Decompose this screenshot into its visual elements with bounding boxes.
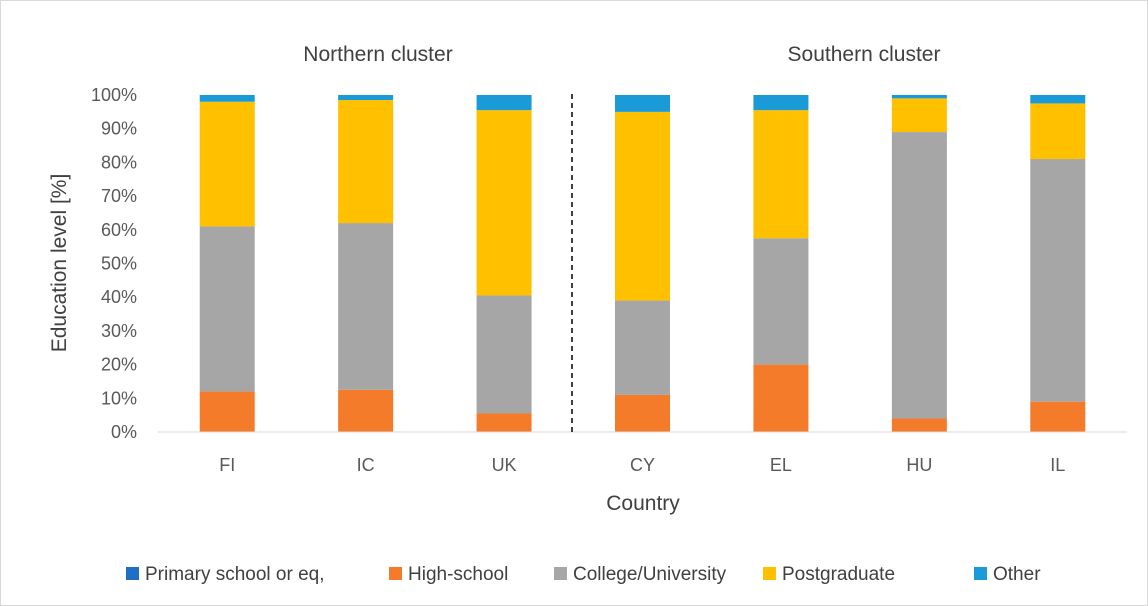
bar-segment-uk-1 bbox=[476, 413, 532, 432]
bar-segment-cy-3 bbox=[615, 111, 670, 301]
bar-segment-uk-2 bbox=[476, 295, 532, 414]
x-tick-label-hu: HU bbox=[906, 455, 932, 475]
bar-segment-cy-1 bbox=[615, 394, 670, 432]
y-tick-label: 30% bbox=[101, 321, 137, 341]
bar-segment-fi-1 bbox=[199, 391, 255, 432]
y-tick-label: 60% bbox=[101, 220, 137, 240]
y-axis-ticks: 0% 10% 20% 30% 40% 50% 60% 70% 80% 90% 100% bbox=[91, 85, 137, 442]
bar-segment-el-3 bbox=[753, 110, 809, 239]
legend-swatch-0 bbox=[126, 567, 139, 580]
bars bbox=[199, 95, 1086, 432]
x-tick-label-il: IL bbox=[1050, 455, 1065, 475]
bar-segment-hu-3 bbox=[891, 98, 947, 133]
legend-label-3: Postgraduate bbox=[782, 564, 895, 585]
legend-swatch-2 bbox=[554, 567, 567, 580]
legend-label-0: Primary school or eq, bbox=[145, 564, 325, 585]
bar-segment-il-3 bbox=[1030, 103, 1086, 160]
bar-segment-ic-3 bbox=[338, 100, 394, 224]
y-tick-label: 100% bbox=[91, 85, 137, 105]
bar-segment-cy-4 bbox=[615, 95, 670, 112]
x-tick-label-ic: IC bbox=[357, 455, 375, 475]
bar-segment-il-4 bbox=[1030, 95, 1086, 104]
bar-segment-hu-4 bbox=[891, 95, 947, 99]
x-tick-label-cy: CY bbox=[630, 455, 655, 475]
legend-swatch-1 bbox=[389, 567, 402, 580]
bar-segment-uk-4 bbox=[476, 95, 532, 111]
bar-segment-el-2 bbox=[753, 238, 809, 365]
bar-segment-uk-3 bbox=[476, 110, 532, 296]
x-tick-label-el: EL bbox=[770, 455, 792, 475]
x-axis-title: Country bbox=[606, 492, 680, 515]
x-tick-label-fi: FI bbox=[219, 455, 235, 475]
bar-segment-hu-2 bbox=[891, 132, 947, 419]
bar-segment-il-1 bbox=[1030, 401, 1086, 432]
y-tick-label: 40% bbox=[101, 287, 137, 307]
bar-segment-ic-4 bbox=[338, 95, 394, 101]
y-tick-label: 80% bbox=[101, 152, 137, 172]
legend-label-1: High-school bbox=[408, 564, 508, 585]
cluster-label-southern: Southern cluster bbox=[788, 43, 941, 66]
bar-segment-el-4 bbox=[753, 95, 809, 111]
bar-segment-fi-4 bbox=[199, 95, 255, 102]
cluster-label-northern: Northern cluster bbox=[303, 43, 452, 66]
legend-label-2: College/University bbox=[573, 564, 727, 585]
x-axis-ticks: FI IC UK CY EL HU IL bbox=[219, 455, 1065, 475]
y-tick-label: 10% bbox=[101, 388, 137, 408]
legend-swatch-4 bbox=[974, 567, 987, 580]
legend-swatch-3 bbox=[763, 567, 776, 580]
y-tick-label: 50% bbox=[101, 254, 137, 274]
y-tick-label: 20% bbox=[101, 355, 137, 375]
bar-segment-ic-1 bbox=[338, 389, 394, 432]
bar-segment-ic-2 bbox=[338, 223, 394, 390]
legend: Primary school or eq, High-school College/… bbox=[126, 564, 1041, 585]
y-tick-label: 0% bbox=[111, 422, 137, 442]
bar-segment-cy-2 bbox=[615, 300, 670, 395]
bar-segment-fi-2 bbox=[199, 226, 255, 392]
bar-segment-fi-3 bbox=[199, 101, 255, 227]
cluster-labels: Northern cluster Southern cluster bbox=[303, 43, 940, 66]
y-tick-label: 90% bbox=[101, 119, 137, 139]
y-tick-label: 70% bbox=[101, 186, 137, 206]
bar-segment-hu-1 bbox=[891, 418, 947, 432]
x-tick-label-uk: UK bbox=[492, 455, 517, 475]
bar-segment-il-2 bbox=[1030, 159, 1086, 402]
bar-segment-el-1 bbox=[753, 364, 809, 432]
y-axis-title: Education level [%] bbox=[48, 174, 71, 353]
legend-label-4: Other bbox=[993, 564, 1041, 585]
